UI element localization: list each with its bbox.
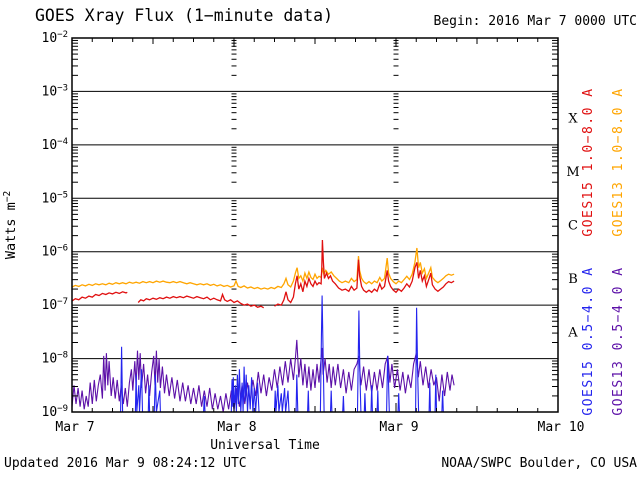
begin-timestamp: Begin: 2016 Mar 7 0000 UTC bbox=[434, 14, 638, 29]
y-tick-label: 10−7 bbox=[42, 297, 69, 313]
class-letter-A: A bbox=[567, 325, 578, 340]
y-tick-label: 10−4 bbox=[42, 137, 69, 153]
series-GOES13-long bbox=[71, 247, 455, 290]
x-tick-label: Mar 10 bbox=[538, 420, 585, 435]
y-axis-title: Watts m−2 bbox=[2, 191, 19, 259]
series-GOES15-long bbox=[137, 292, 265, 309]
legend-GOES15-long: GOES15 1.0−8.0 A bbox=[581, 87, 596, 236]
x-tick-label: Mar 7 bbox=[55, 420, 94, 435]
y-tick-label: 10−6 bbox=[42, 244, 69, 260]
chart-title: GOES Xray Flux (1−minute data) bbox=[35, 6, 333, 25]
x-axis-title: Universal Time bbox=[210, 438, 320, 453]
class-letter-B: B bbox=[568, 272, 578, 287]
y-tick-label: 10−5 bbox=[42, 190, 69, 206]
x-tick-label: Mar 9 bbox=[379, 420, 418, 435]
class-letter-M: M bbox=[566, 165, 579, 180]
x-tick-label: Mar 8 bbox=[217, 420, 256, 435]
series-GOES15-long bbox=[71, 291, 128, 302]
y-tick-label: 10−8 bbox=[42, 351, 69, 367]
legend-GOES13-long: GOES13 1.0−8.0 A bbox=[611, 87, 626, 236]
series-GOES13-short bbox=[71, 339, 455, 413]
y-tick-label: 10−2 bbox=[42, 30, 69, 46]
class-letter-C: C bbox=[568, 219, 578, 234]
source-credit: NOAA/SWPC Boulder, CO USA bbox=[441, 456, 637, 471]
plot-border bbox=[71, 37, 559, 413]
class-letter-X: X bbox=[568, 112, 578, 127]
legend-GOES13-short: GOES13 0.5−4.0 A bbox=[611, 266, 626, 415]
y-tick-label: 10−3 bbox=[42, 83, 69, 99]
series-GOES15-long bbox=[274, 239, 455, 307]
legend-GOES15-short: GOES15 0.5−4.0 A bbox=[581, 266, 596, 415]
y-tick-label: 10−9 bbox=[42, 404, 69, 420]
updated-timestamp: Updated 2016 Mar 9 08:24:12 UTC bbox=[4, 456, 247, 471]
